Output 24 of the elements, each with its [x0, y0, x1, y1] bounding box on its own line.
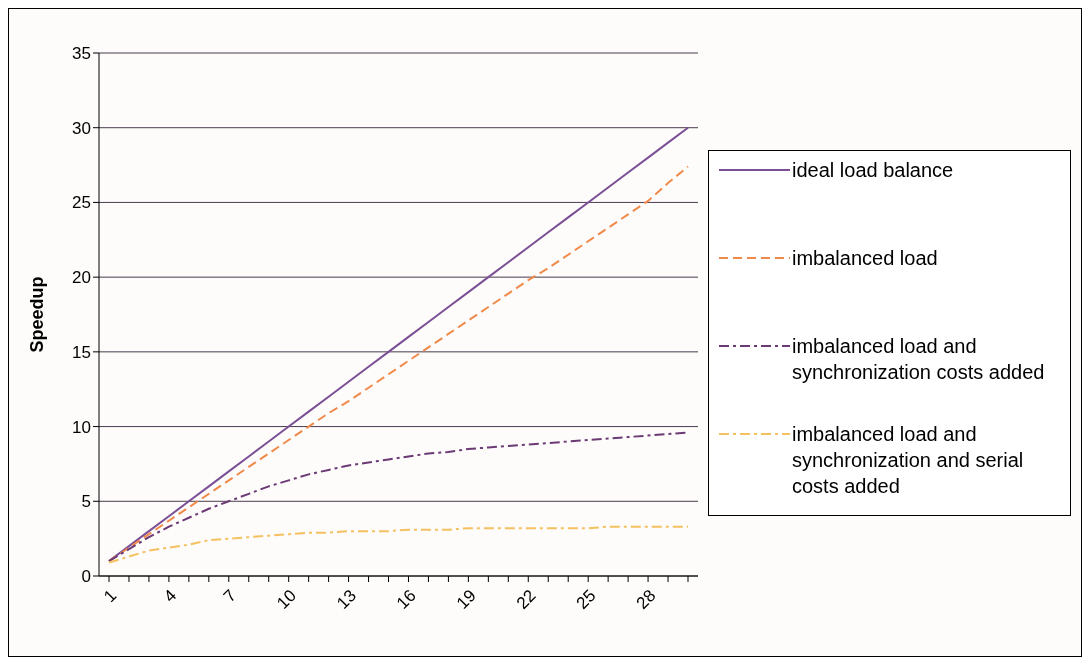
- legend-label: imbalanced load and synchronization and serial costs added: [792, 421, 1025, 499]
- y-tick-label: 35: [72, 44, 91, 64]
- y-tick-label: 10: [72, 417, 91, 437]
- line-series: [108, 525, 689, 564]
- y-tick-label: 15: [72, 342, 91, 362]
- legend-label: ideal load balance: [792, 157, 954, 183]
- y-axis-title: Speedup: [27, 276, 48, 353]
- y-tick-label: 25: [72, 193, 91, 213]
- x-tick-label: 10: [273, 585, 301, 613]
- x-tick-label: 28: [632, 585, 660, 613]
- legend-label: imbalanced load: [792, 245, 938, 271]
- y-tick-label: 30: [72, 118, 91, 138]
- x-tick-label: 16: [393, 585, 420, 613]
- x-tick-label: 13: [333, 585, 360, 613]
- y-tick-label: 20: [72, 268, 91, 288]
- y-tick-label: 5: [81, 492, 91, 512]
- x-tick-label: 7: [220, 585, 241, 607]
- x-tick-label: 4: [160, 585, 181, 607]
- x-tick-label: 25: [572, 585, 600, 613]
- x-tick-label: 19: [452, 585, 480, 613]
- x-tick-label: 1: [100, 585, 121, 607]
- legend-label: imbalanced load and synchronization costs added: [792, 333, 1046, 385]
- x-tick-label: 22: [512, 585, 540, 613]
- y-tick-label: 0: [81, 567, 91, 587]
